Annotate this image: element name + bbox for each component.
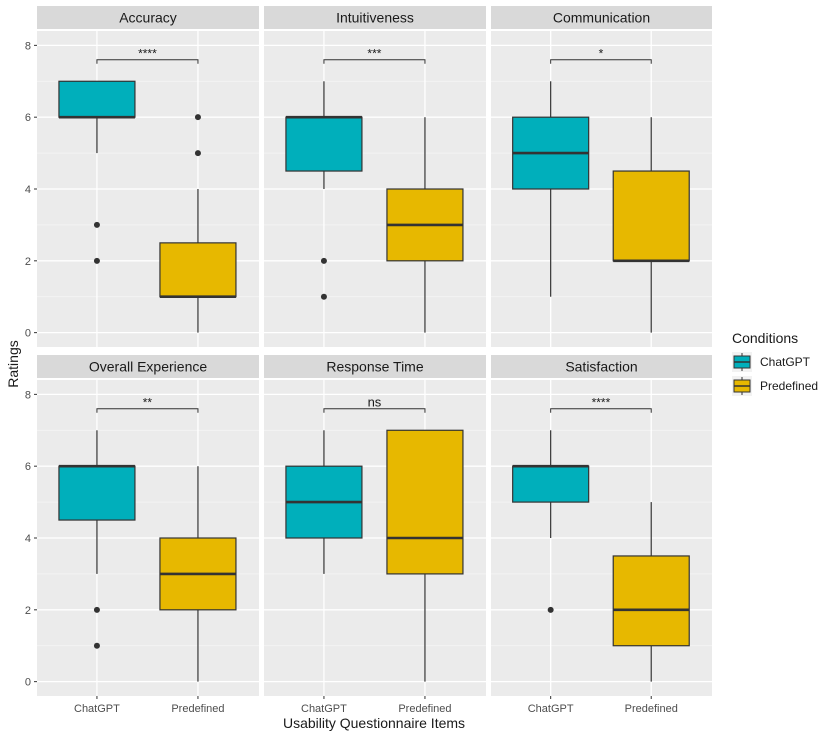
- significance-bracket: [550, 408, 652, 413]
- y-axis-title: Ratings: [5, 340, 21, 387]
- significance-label: ****: [138, 47, 157, 61]
- facet-strip: [37, 355, 259, 378]
- facet-title: Response Time: [326, 359, 423, 375]
- box-predefined: [159, 242, 237, 298]
- facet-strip: [264, 355, 486, 378]
- box-chatgpt: [58, 465, 136, 521]
- facet-strip: [491, 6, 712, 29]
- legend-label: ChatGPT: [760, 355, 811, 369]
- facet-strip: [37, 6, 259, 29]
- y-tick-label: 0: [25, 677, 31, 689]
- box-predefined: [386, 429, 464, 575]
- box-chatgpt: [285, 116, 363, 172]
- outlier-point: [93, 606, 100, 613]
- box-predefined: [612, 170, 690, 262]
- significance-label: **: [143, 396, 153, 410]
- facet-title: Accuracy: [119, 10, 177, 26]
- outlier-point: [194, 114, 201, 121]
- significance-bracket: [96, 408, 199, 413]
- significance-bracket: [323, 59, 426, 64]
- significance-bracket: [96, 59, 199, 64]
- x-tick-label: Predefined: [398, 703, 451, 715]
- outlier-point: [93, 257, 100, 264]
- y-tick-label: 0: [25, 328, 31, 340]
- facet-strip: [264, 6, 486, 29]
- x-tick-label: ChatGPT: [301, 703, 347, 715]
- y-tick-label: 4: [25, 533, 31, 545]
- y-tick-label: 4: [25, 184, 31, 196]
- x-tick-label: Predefined: [171, 703, 224, 715]
- outlier-point: [547, 606, 554, 613]
- significance-label: ****: [592, 396, 611, 410]
- y-tick-label: 6: [25, 461, 31, 473]
- x-tick-label: ChatGPT: [528, 703, 574, 715]
- significance-bracket: [323, 408, 426, 413]
- facet-title: Intuitiveness: [336, 10, 414, 26]
- legend-title: Conditions: [732, 330, 798, 346]
- y-tick-label: 8: [25, 389, 31, 401]
- significance-label: ***: [367, 47, 381, 61]
- significance-label: ns: [368, 395, 382, 410]
- y-tick-label: 8: [25, 40, 31, 52]
- y-tick-label: 2: [25, 605, 31, 617]
- legend-label: Predefined: [760, 379, 818, 393]
- outlier-point: [320, 293, 327, 300]
- significance-bracket: [550, 59, 652, 64]
- facet-title: Overall Experience: [89, 359, 207, 375]
- box-predefined: [612, 555, 690, 647]
- significance-label: *: [599, 47, 604, 61]
- facet-title: Communication: [553, 10, 650, 26]
- outlier-point: [194, 150, 201, 157]
- x-tick-label: Predefined: [625, 703, 678, 715]
- outlier-point: [93, 642, 100, 649]
- facet-strip: [491, 355, 712, 378]
- box-chatgpt: [58, 80, 136, 118]
- outlier-point: [93, 221, 100, 228]
- box-chatgpt: [512, 465, 590, 503]
- x-axis-title: Usability Questionnaire Items: [283, 715, 465, 731]
- facet-title: Satisfaction: [565, 359, 637, 375]
- x-tick-label: ChatGPT: [74, 703, 120, 715]
- outlier-point: [320, 257, 327, 264]
- y-tick-label: 2: [25, 256, 31, 268]
- y-tick-label: 6: [25, 112, 31, 124]
